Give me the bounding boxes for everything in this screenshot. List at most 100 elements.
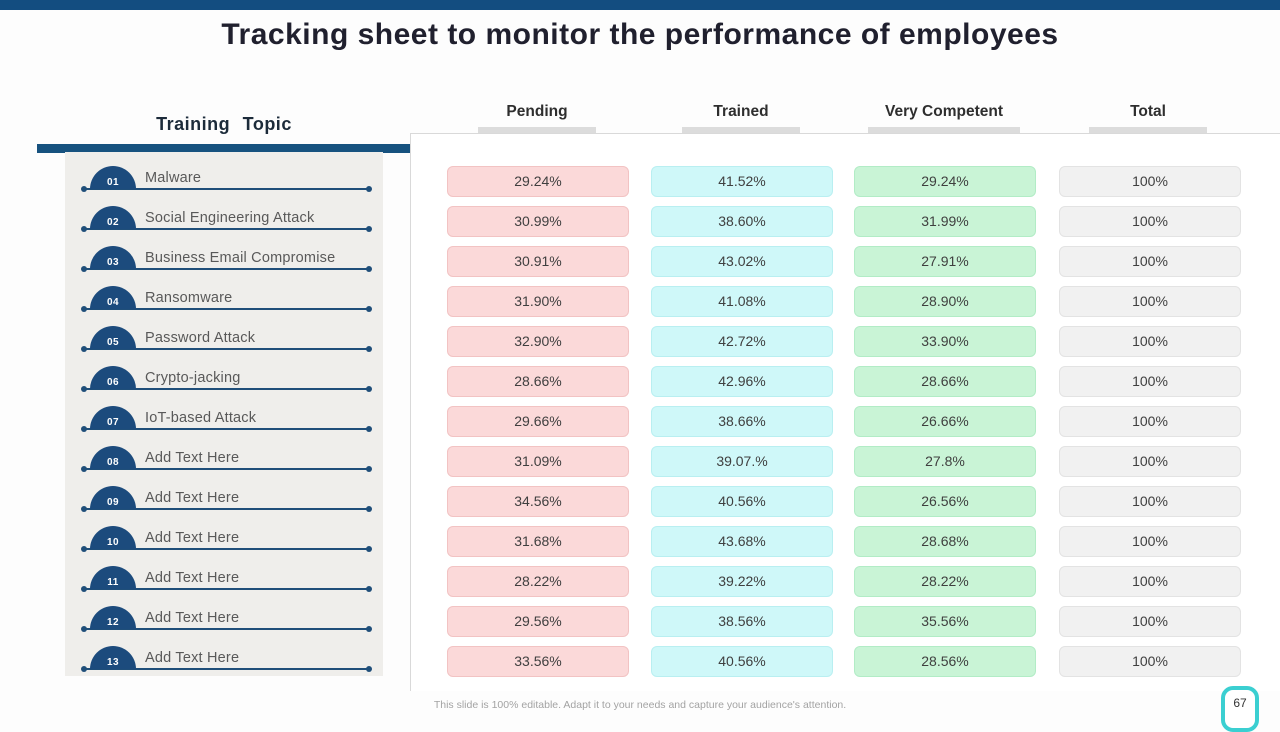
topic-label: Add Text Here [145,490,240,506]
topic-label: Add Text Here [145,530,240,546]
training-topic-panel: 01 Malware 02 Social Engineering Attack 03 Bu… [65,152,383,676]
table-cell: 40.56% [651,486,833,517]
topic-connector-line [81,386,372,392]
table-cell: 100% [1059,566,1241,597]
topic-number-badge: 03 [90,246,136,269]
topic-connector-line [81,466,372,472]
topic-connector-line [81,266,372,272]
table-cell: 29.24% [854,166,1036,197]
table-cell: 100% [1059,246,1241,277]
table-cell: 33.56% [447,646,629,677]
topic-item: 04 Ransomware [65,276,383,316]
topic-item: 02 Social Engineering Attack [65,196,383,236]
table-cell: 28.66% [447,366,629,397]
column-header-underline [682,127,800,133]
topic-item: 11 Add Text Here [65,556,383,596]
topic-label: IoT-based Attack [145,410,257,426]
table-cell: 26.56% [854,486,1036,517]
table-cell: 29.24% [447,166,629,197]
topic-number-badge: 01 [90,166,136,189]
table-cell: 42.96% [651,366,833,397]
table-cell: 29.66% [447,406,629,437]
table-cell: 100% [1059,646,1241,677]
topic-connector-line [81,426,372,432]
topic-label: Add Text Here [145,610,240,626]
topic-number-badge: 04 [90,286,136,309]
table-cell: 28.56% [854,646,1036,677]
topic-number-badge: 12 [90,606,136,629]
topic-number-badge: 09 [90,486,136,509]
topic-connector-line [81,626,372,632]
table-cell: 43.02% [651,246,833,277]
topic-connector-line [81,306,372,312]
topic-connector-line [81,666,372,672]
topic-item: 12 Add Text Here [65,596,383,636]
topic-label: Crypto-jacking [145,370,241,386]
table-cell: 41.08% [651,286,833,317]
table-cell: 100% [1059,406,1241,437]
topic-label: Business Email Compromise [145,250,336,266]
table-cell: 30.99% [447,206,629,237]
column-header-total: Total [1130,103,1166,120]
table-cell: 33.90% [854,326,1036,357]
topic-label: Malware [145,170,202,186]
topic-number-badge: 06 [90,366,136,389]
table-cell: 100% [1059,286,1241,317]
topic-connector-line [81,546,372,552]
page-number-badge: 67 [1221,686,1259,732]
topic-number-badge: 10 [90,526,136,549]
topic-number-badge: 13 [90,646,136,669]
top-accent-bar [0,0,1280,10]
table-cell: 28.68% [854,526,1036,557]
table-cell: 39.22% [651,566,833,597]
table-cell: 31.90% [447,286,629,317]
column-header-pending: Pending [506,103,568,120]
column-header-underline [478,127,596,133]
table-cell: 28.22% [854,566,1036,597]
topic-item: 10 Add Text Here [65,516,383,556]
topic-connector-line [81,586,372,592]
table-cell: 32.90% [447,326,629,357]
topic-item: 03 Business Email Compromise [65,236,383,276]
topic-item: 09 Add Text Here [65,476,383,516]
topic-connector-line [81,186,372,192]
table-cell: 38.66% [651,406,833,437]
topic-label: Social Engineering Attack [145,210,315,226]
footer-note: This slide is 100% editable. Adapt it to… [433,699,847,711]
topic-item: 05 Password Attack [65,316,383,356]
table-cell: 38.60% [651,206,833,237]
table-cell: 28.22% [447,566,629,597]
table-cell: 100% [1059,486,1241,517]
topic-label: Password Attack [145,330,256,346]
topic-item: 08 Add Text Here [65,436,383,476]
table-cell: 26.66% [854,406,1036,437]
table-cell: 42.72% [651,326,833,357]
table-cell: 100% [1059,326,1241,357]
column-header-trained: Trained [713,103,769,120]
topic-label: Add Text Here [145,650,240,666]
table-cell: 100% [1059,606,1241,637]
table-cell: 27.8% [854,446,1036,477]
table-cell: 29.56% [447,606,629,637]
table-cell: 27.91% [854,246,1036,277]
topic-item: 13 Add Text Here [65,636,383,676]
topic-number-badge: 08 [90,446,136,469]
table-cell: 100% [1059,446,1241,477]
table-cell: 40.56% [651,646,833,677]
topic-item: 01 Malware [65,156,383,196]
topic-connector-line [81,506,372,512]
topic-number-badge: 11 [90,566,136,589]
topic-number-badge: 05 [90,326,136,349]
table-cell: 38.56% [651,606,833,637]
table-cell: 30.91% [447,246,629,277]
table-cell: 35.56% [854,606,1036,637]
training-topic-divider [37,144,411,153]
topic-label: Add Text Here [145,570,240,586]
training-topic-heading: Training Topic [156,114,292,134]
topic-connector-line [81,226,372,232]
column-header-underline [868,127,1020,133]
table-cell: 100% [1059,166,1241,197]
table-cell: 43.68% [651,526,833,557]
topic-label: Ransomware [145,290,233,306]
topic-number-badge: 02 [90,206,136,229]
